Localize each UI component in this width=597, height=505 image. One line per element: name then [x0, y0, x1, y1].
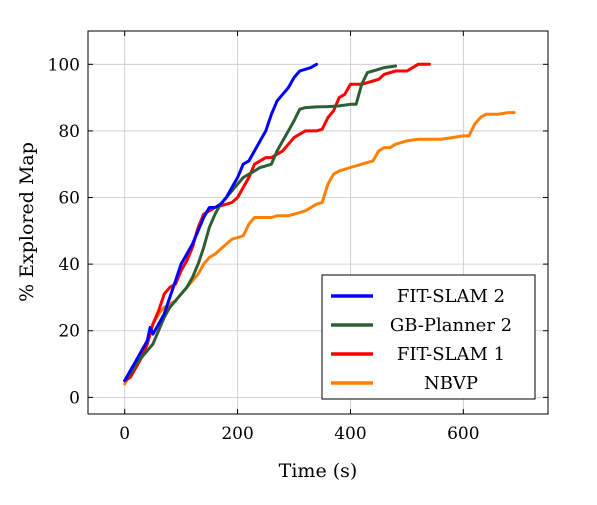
x-tick-label: 600	[447, 424, 479, 444]
y-tick-label: 0	[69, 388, 80, 408]
x-tick-label: 200	[221, 424, 253, 444]
y-tick-label: 60	[58, 189, 80, 209]
x-tick-label: 0	[119, 424, 130, 444]
y-axis-label: % Explored Map	[16, 142, 38, 302]
legend-label-fit-slam-2: FIT-SLAM 2	[397, 286, 505, 307]
series-line-gb-planner-2	[123, 64, 398, 383]
x-tick-label: 400	[334, 424, 366, 444]
y-tick-label: 20	[58, 322, 80, 342]
legend: FIT-SLAM 2 GB-Planner 2 FIT-SLAM 1 NBVP	[321, 274, 536, 400]
legend-label-nbvp: NBVP	[424, 373, 478, 394]
plot-frame	[87, 30, 549, 415]
ticks: 0 200 400 600 0 20 40 60 80 100	[48, 31, 548, 444]
y-tick-label: 40	[58, 255, 80, 275]
y-tick-label: 100	[48, 55, 80, 75]
series-line-fit-slam-2	[123, 62, 319, 383]
legend-label-gb-planner-2: GB-Planner 2	[390, 315, 512, 336]
x-axis-label: Time (s)	[279, 460, 358, 482]
series-layer	[123, 62, 516, 386]
legend-label-fit-slam-1: FIT-SLAM 1	[397, 344, 505, 365]
y-tick-label: 80	[58, 122, 80, 142]
